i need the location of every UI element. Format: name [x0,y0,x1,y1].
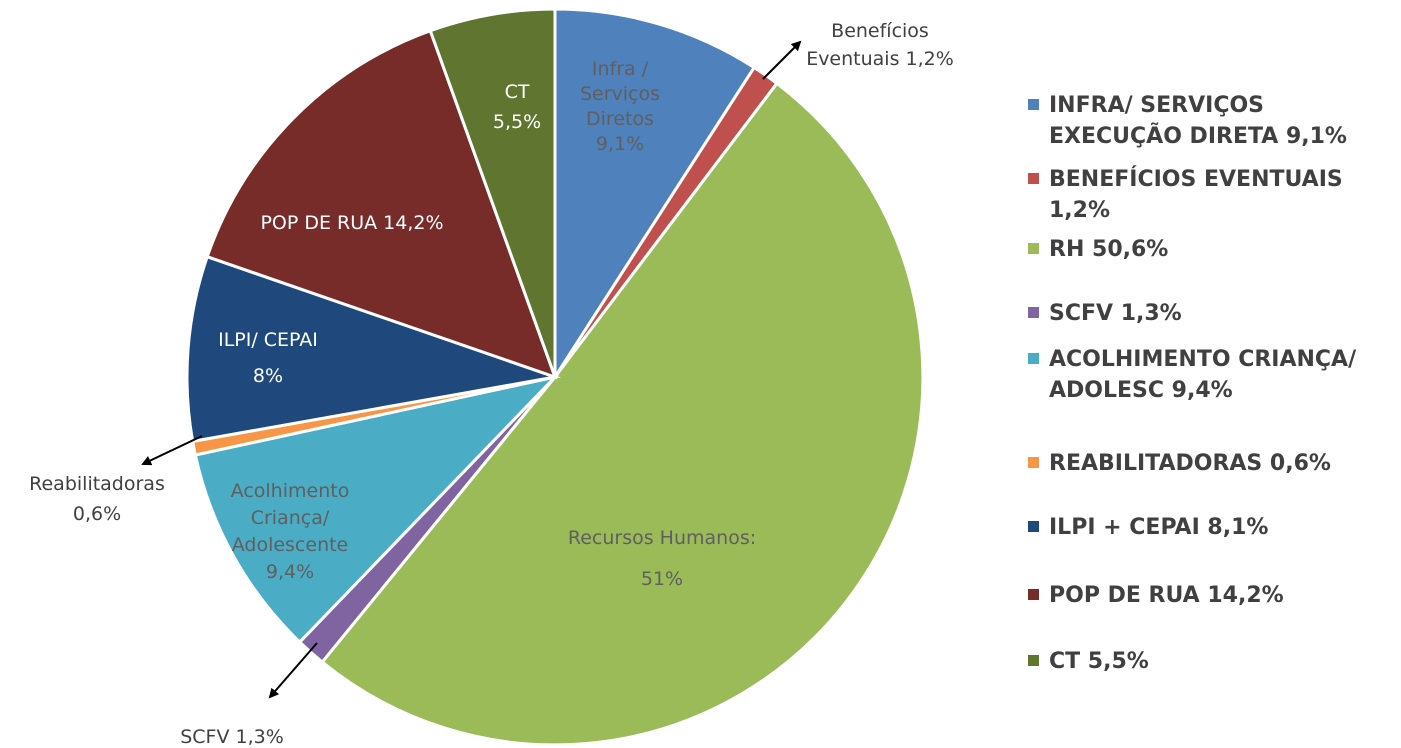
slice-label-acolhimento: Acolhimento Criança/Adolescente 9,4% [231,480,350,583]
slice-label-line: Criança/ [251,507,330,529]
slice-label-line: 9,1% [596,133,644,155]
slice-label-line: 8% [253,365,283,387]
slice-label-rh: Recursos Humanos: 51% [568,527,756,590]
legend-label: INFRA/ SERVIÇOS EXECUÇÃO DIRETA 9,1% [1049,93,1347,149]
legend-swatch [1028,589,1039,600]
legend-label: SCFV 1,3% [1049,301,1182,326]
legend-swatch [1028,655,1039,666]
legend-swatch [1028,521,1039,532]
pie-slice-pop [205,28,558,380]
slice-label-line: Infra / [592,58,649,80]
legend-label: REABILITADORAS 0,6% [1049,451,1331,476]
legend-item: CT 5,5% [1028,646,1389,677]
legend-swatch [1028,99,1039,110]
pie-slice-rh [320,81,925,747]
slice-label-pop: POP DE RUA 14,2% [260,212,443,234]
slice-label-line: Recursos Humanos: [568,527,756,549]
slice-label-ilpi: ILPI/ CEPAI 8% [218,329,318,387]
legend-item: INFRA/ SERVIÇOS EXECUÇÃO DIRETA 9,1% [1028,90,1389,152]
legend-label: ACOLHIMENTO CRIANÇA/ ADOLESC 9,4% [1049,347,1357,403]
leader-line-beneficios [762,40,802,80]
slice-label-infra: Infra / Serviços Diretos 9,1% [580,58,660,155]
slice-label-line: Acolhimento [231,480,350,502]
legend-item: POP DE RUA 14,2% [1028,580,1389,611]
slice-label-beneficios: Benefícios Eventuais 1,2% [806,20,954,70]
legend-swatch [1028,243,1039,254]
legend-item: ACOLHIMENTO CRIANÇA/ ADOLESC 9,4% [1028,344,1389,406]
slice-label-line: Adolescente [232,534,349,556]
leader-line-reabilitadoras [141,435,203,466]
slice-label-line: POP DE RUA 14,2% [260,212,443,234]
legend-item: ILPI + CEPAI 8,1% [1028,512,1389,543]
slice-label-scfv: SCFV 1,3% [180,726,284,748]
slice-label-line: CT [505,81,530,103]
legend-item: BENEFÍCIOS EVENTUAIS 1,2% [1028,164,1389,226]
slice-label-line: Reabilitadoras [29,473,165,495]
legend-swatch [1028,173,1039,184]
pie-slice-ilpi [185,254,561,444]
legend-label: POP DE RUA 14,2% [1049,583,1284,608]
legend-swatch [1028,307,1039,318]
slice-label-line: ILPI/ CEPAI [218,329,318,351]
legend-item: REABILITADORAS 0,6% [1028,448,1389,479]
legend-swatch [1028,457,1039,468]
legend-label: BENEFÍCIOS EVENTUAIS 1,2% [1049,167,1343,223]
pie-slice-infra [553,7,757,383]
slice-label-line: 0,6% [73,503,121,525]
legend-item: SCFV 1,3% [1028,298,1389,329]
pie-slice-ct [428,7,557,378]
slice-label-ct: CT 5,5% [493,81,541,133]
slice-label-line: SCFV 1,3% [180,726,284,748]
slice-label-line: Diretos [586,108,654,130]
legend-label: CT 5,5% [1049,649,1149,674]
slice-label-line: Serviços [580,83,660,105]
leader-line-scfv [268,642,318,699]
legend-item: RH 50,6% [1028,234,1389,265]
slice-label-line: 5,5% [493,111,541,133]
slice-label-line: Eventuais 1,2% [806,48,954,70]
slice-label-reabilitadoras: Reabilitadoras 0,6% [29,473,165,525]
slice-label-line: 51% [641,568,683,590]
pie-slice-acolhimento [193,374,560,645]
slice-label-line: Benefícios [831,20,929,42]
legend-label: RH 50,6% [1049,237,1169,262]
slice-label-line: 9,4% [266,561,314,583]
legend-label: ILPI + CEPAI 8,1% [1049,515,1269,540]
legend-swatch [1028,353,1039,364]
